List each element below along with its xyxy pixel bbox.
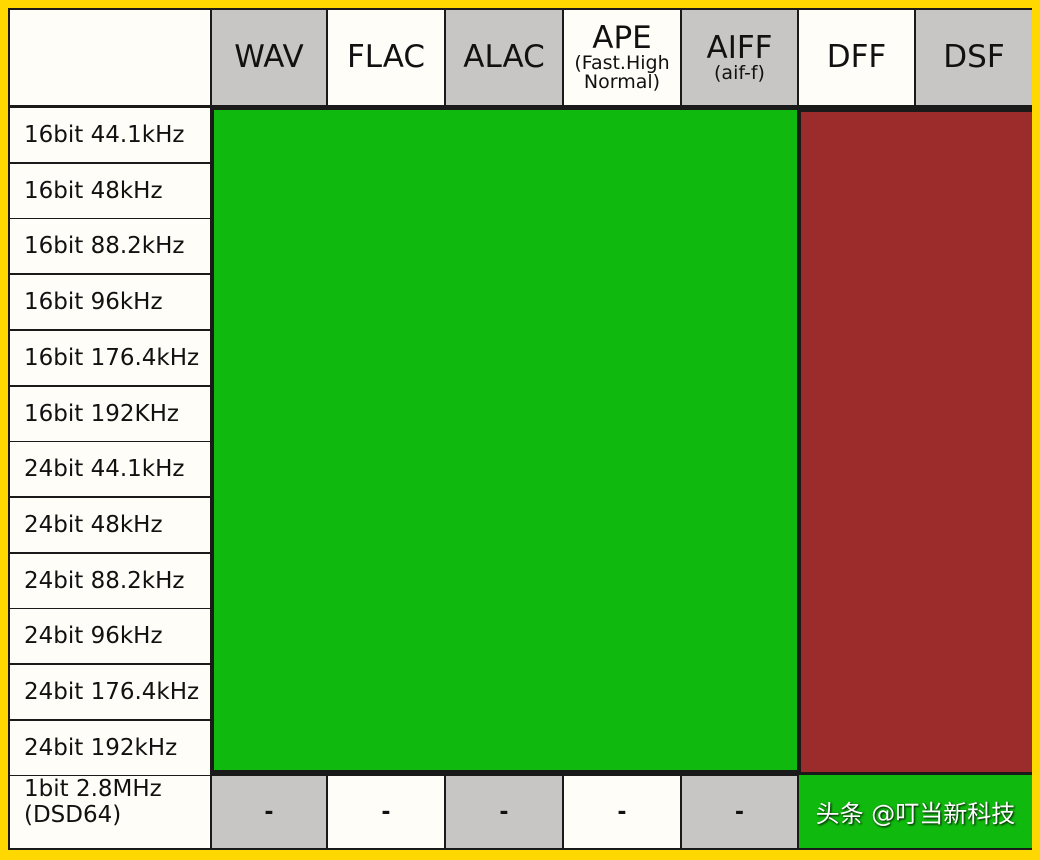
row-label: 24bit 88.2kHz [10, 554, 210, 608]
column-label: DFF [826, 39, 887, 75]
row-label-dsd: 1bit 2.8MHz (DSD64) [10, 776, 210, 848]
dsd-cell: - [564, 776, 680, 848]
dsd-cell: - [682, 776, 797, 848]
row-label: 24bit 48kHz [10, 498, 210, 552]
row-label: 16bit 176.4kHz [10, 331, 210, 385]
column-header: FLAC [328, 10, 444, 105]
row-label: 24bit 96kHz [10, 609, 210, 663]
column-header: ALAC [446, 10, 562, 105]
row-label: 16bit 192KHz [10, 387, 210, 441]
column-label: WAV [234, 39, 304, 75]
row-label: 16bit 48kHz [10, 164, 210, 218]
column-label: AIFF [706, 29, 773, 66]
pcm-supported-block [214, 110, 797, 770]
column-header: DFF [799, 10, 914, 105]
column-header: AIFF (aif-f) [682, 10, 797, 105]
column-label: ALAC [463, 39, 545, 75]
column-header: WAV [212, 10, 326, 105]
dsd-cell: - [328, 776, 444, 848]
column-label: APE [592, 20, 652, 56]
row-label: 24bit 192kHz [10, 721, 210, 775]
column-header: DSF [916, 10, 1032, 105]
column-sublabel: (aif-f) [714, 61, 765, 84]
dsd-cell: - [446, 776, 562, 848]
row-label: 24bit 176.4kHz [10, 665, 210, 719]
row-label: 16bit 44.1kHz [10, 108, 210, 162]
column-header: APE (Fast.High Normal) [564, 10, 680, 105]
column-sublabel: (Fast.High Normal) [574, 52, 670, 93]
corner-cell [10, 10, 210, 105]
dsd-cell: - [212, 776, 326, 848]
dsd-label-line: 1bit 2.8MHz [24, 776, 162, 802]
row-label: 24bit 44.1kHz [10, 442, 210, 496]
dsd-label-line: (DSD64) [24, 802, 122, 829]
pcm-unsupported-block [801, 112, 1032, 772]
watermark: 头条 @叮当新科技 [799, 775, 1032, 848]
column-label: FLAC [346, 39, 426, 75]
row-label: 16bit 88.2kHz [10, 219, 210, 273]
row-label: 16bit 96kHz [10, 275, 210, 329]
column-label: DSF [943, 39, 1005, 75]
